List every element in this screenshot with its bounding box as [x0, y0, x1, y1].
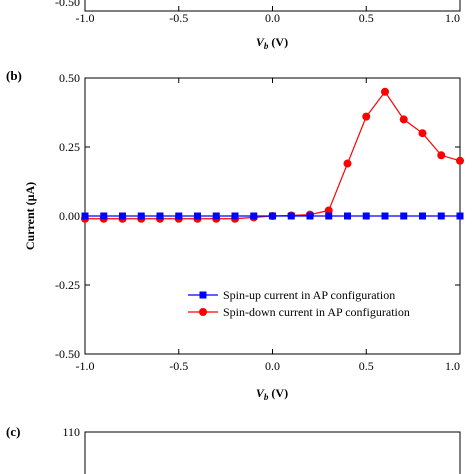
y-tick-label: 0.25 — [59, 140, 80, 154]
data-point-spin-up — [119, 212, 126, 220]
data-point-spin-up — [175, 212, 183, 220]
data-point-spin-down — [437, 151, 446, 160]
series-group-b — [81, 87, 464, 223]
data-point-spin-up — [250, 212, 258, 220]
top-x-axis-title: Vb (V) — [256, 35, 288, 51]
data-point-spin-up — [81, 212, 89, 220]
top-x-tick-label: -1.0 — [76, 11, 95, 25]
top-x-tick-label: 0.5 — [359, 11, 374, 25]
data-point-spin-down — [362, 112, 371, 121]
legend-text-spin-up: Spin-up current in AP configuration — [223, 288, 395, 302]
panel-c-y-tick-label: 110 — [62, 425, 80, 439]
panel-c: (c) 110 — [6, 424, 461, 474]
x-tick-label: -1.0 — [76, 359, 95, 373]
y-tick-label: 0.50 — [59, 71, 80, 85]
data-point-spin-up — [194, 212, 201, 220]
panel-label-c: (c) — [6, 424, 20, 439]
top-x-tick-label: 0.0 — [265, 11, 280, 25]
x-tick-label: 1.0 — [445, 359, 460, 373]
data-point-spin-up — [400, 212, 408, 220]
data-point-spin-up — [344, 212, 351, 220]
x-tick-label: -0.5 — [169, 359, 188, 373]
data-point-spin-up — [100, 212, 108, 220]
y-tick-label: 0.00 — [59, 209, 80, 223]
y-axis-title-b: Current (μA) — [23, 182, 37, 250]
legend-marker-spin-down — [199, 308, 207, 316]
legend-marker-spin-up — [199, 291, 207, 299]
data-point-spin-up — [269, 212, 276, 220]
data-point-spin-up — [287, 212, 295, 220]
top-x-tick-label: -0.5 — [169, 11, 188, 25]
data-point-spin-up — [156, 212, 164, 220]
data-point-spin-up — [325, 212, 333, 220]
data-point-spin-up — [381, 212, 389, 220]
data-point-spin-up — [137, 212, 145, 220]
data-point-spin-down — [343, 159, 352, 168]
data-point-spin-up — [306, 212, 314, 220]
x-tick-label: 0.5 — [359, 359, 374, 373]
y-tick-label: -0.50 — [55, 347, 80, 361]
data-point-spin-up — [456, 212, 464, 220]
plot-frame-c — [84, 431, 461, 474]
top-x-tick-label: 1.0 — [445, 11, 460, 25]
data-point-spin-down — [399, 115, 408, 124]
data-point-spin-up — [231, 212, 239, 220]
series-line-spin-down — [85, 90, 461, 220]
legend-text-spin-down: Spin-down current in AP configuration — [223, 305, 410, 319]
data-point-spin-up — [212, 212, 220, 220]
top-panel: -0.50 -1.0 -0.5 0.0 0.5 1.0 Vb (V) — [55, 0, 461, 51]
data-point-spin-up — [437, 212, 445, 220]
legend: Spin-up current in AP configuration Spin… — [188, 288, 410, 319]
data-point-spin-up — [419, 212, 426, 220]
data-point-spin-up — [362, 212, 370, 220]
top-y-tick-label: -0.50 — [55, 0, 80, 9]
data-point-spin-down — [381, 87, 389, 96]
panel-b: (b) 0.500.250.00-0.25-0.50 -1.0 -0.5 0.0 0.… — [6, 68, 464, 402]
data-point-spin-down — [418, 129, 427, 138]
data-point-spin-down — [456, 156, 464, 165]
y-axis-b: 0.50 0.25 0.00 -0.25 -0.50 — [55, 71, 460, 361]
x-axis-title-b: Vb (V) — [256, 386, 288, 402]
x-axis-b: -1.0 -0.5 0.0 0.5 1.0 — [76, 78, 461, 373]
x-tick-label: 0.0 — [265, 359, 280, 373]
y-tick-label: -0.25 — [55, 278, 80, 292]
panel-label-b: (b) — [6, 68, 22, 83]
data-point-spin-down — [324, 206, 333, 215]
